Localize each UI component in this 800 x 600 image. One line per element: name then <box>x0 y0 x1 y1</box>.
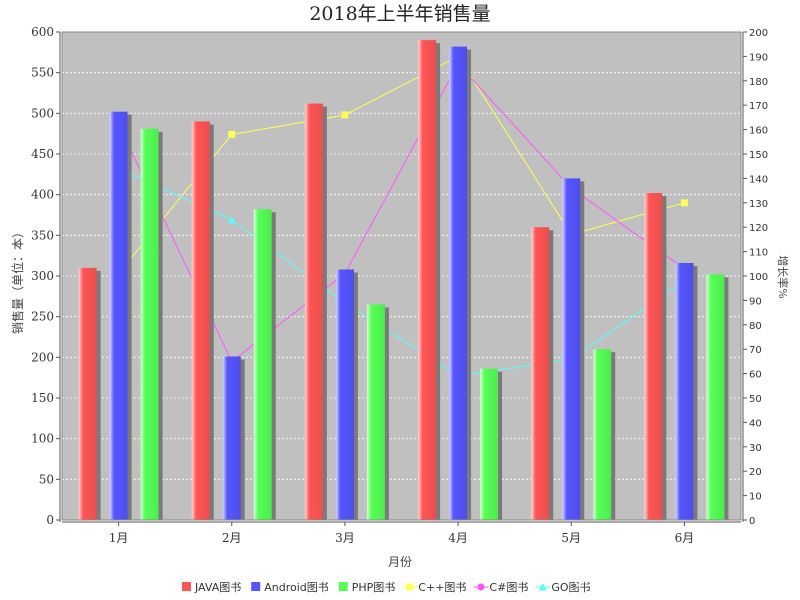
bar <box>562 178 581 520</box>
y2-tick-label: 160 <box>749 126 768 137</box>
y2-tick-label: 60 <box>749 370 762 381</box>
bar <box>335 269 354 520</box>
y2-tick-label: 10 <box>749 492 762 503</box>
y2-tick-label: 200 <box>749 28 768 39</box>
bar <box>706 274 725 520</box>
y2-tick-label: 140 <box>749 174 768 185</box>
y-tick-label: 550 <box>31 66 54 80</box>
x-tick-label: 4月 <box>448 531 468 545</box>
y-tick-label: 450 <box>31 147 54 161</box>
y-tick-label: 600 <box>31 25 54 39</box>
y2-tick-label: 70 <box>749 345 762 356</box>
legend-item: GO图书 <box>535 581 591 594</box>
bar <box>675 262 694 520</box>
x-tick-label: 5月 <box>561 531 581 545</box>
legend-item: C#图书 <box>473 581 528 594</box>
chart-title: 2018年上半年销售量 <box>309 3 490 25</box>
legend-item: PHP图书 <box>338 581 396 594</box>
bar <box>109 111 128 520</box>
y2-tick-label: 100 <box>749 272 768 283</box>
grid-lines <box>62 31 741 480</box>
plot-border <box>61 31 742 521</box>
y2-tick-label: 0 <box>749 516 755 527</box>
line-point <box>341 111 349 119</box>
legend-item: Android图书 <box>251 581 329 594</box>
y-tick-label: 500 <box>31 106 54 120</box>
y-tick-label: 300 <box>31 269 54 283</box>
y-tick-label: 400 <box>31 188 54 202</box>
y2-tick-label: 120 <box>749 223 768 234</box>
line-point <box>680 199 688 207</box>
y-tick-label: 350 <box>31 228 54 242</box>
legend-label: C#图书 <box>489 581 528 594</box>
bar <box>304 103 323 520</box>
legend: JAVA图书 Android图书 PHP图书 C++图书 C#图书 GO图书 <box>182 581 591 594</box>
x-tick-label: 2月 <box>222 531 242 545</box>
legend-swatch <box>338 582 348 591</box>
legend-swatch <box>182 582 191 591</box>
bar <box>480 368 499 520</box>
y-tick-label: 150 <box>31 391 54 405</box>
y2-tick-label: 20 <box>749 467 762 478</box>
bar <box>449 46 468 520</box>
bar <box>593 349 612 520</box>
bar <box>531 227 550 520</box>
y2-tick-label: 80 <box>749 321 762 332</box>
y-tick-label: 250 <box>31 310 54 324</box>
y2-tick-label: 90 <box>749 296 762 307</box>
y2-axis-label: 增长率% <box>776 255 790 298</box>
y2-tick-label: 30 <box>749 443 762 454</box>
y2-tick-label: 170 <box>749 101 768 112</box>
legend-label: Android图书 <box>264 581 329 594</box>
y2-tick-label: 190 <box>749 52 768 63</box>
watermark: CSDN @码奴生来只知道前进~ <box>574 572 784 590</box>
legend-label: C++图书 <box>418 581 466 594</box>
y-tick-label: 100 <box>31 432 54 446</box>
bar <box>253 209 272 520</box>
y-axis-label: 销售量（单位：本） <box>10 226 25 334</box>
bar <box>191 121 210 520</box>
y2-tick-label: 180 <box>749 77 768 88</box>
y2-tick-label: 150 <box>749 150 768 161</box>
y2-tick-label: 40 <box>749 418 762 429</box>
y2-tick-label: 50 <box>749 394 762 405</box>
legend-label: JAVA图书 <box>194 581 241 594</box>
bar <box>644 193 663 521</box>
line-point <box>227 215 236 224</box>
bar <box>366 304 385 520</box>
legend-marker <box>406 583 414 591</box>
bar <box>222 356 241 520</box>
legend-swatch <box>251 582 261 591</box>
y2-tick-label: 110 <box>749 248 768 259</box>
x-tick-label: 1月 <box>109 531 129 545</box>
x-axis-label: 月份 <box>388 555 412 569</box>
x-tick-label: 3月 <box>335 531 355 545</box>
bar <box>418 40 437 521</box>
legend-label: GO图书 <box>551 581 590 594</box>
line-point <box>228 130 236 138</box>
legend-marker <box>538 583 547 591</box>
bar <box>78 267 97 520</box>
legend-marker <box>477 583 485 591</box>
bar <box>140 128 159 520</box>
y2-tick-label: 130 <box>749 199 768 210</box>
legend-item: C++图书 <box>402 581 466 594</box>
x-tick-label: 6月 <box>675 531 695 545</box>
y-tick-label: 0 <box>46 513 54 527</box>
legend-label: PHP图书 <box>352 581 396 594</box>
y-tick-label: 50 <box>39 472 54 486</box>
legend-item: JAVA图书 <box>182 581 241 594</box>
axes: 0 50 100 150 200 250 300 350 400 450 500 550 600 0 10 2… <box>31 25 768 545</box>
y-tick-label: 200 <box>31 350 54 364</box>
bar-series-layer <box>78 40 729 521</box>
